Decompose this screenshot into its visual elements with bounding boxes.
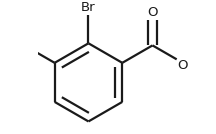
Text: O: O <box>177 59 188 72</box>
Text: O: O <box>147 6 158 19</box>
Text: Br: Br <box>81 1 96 14</box>
